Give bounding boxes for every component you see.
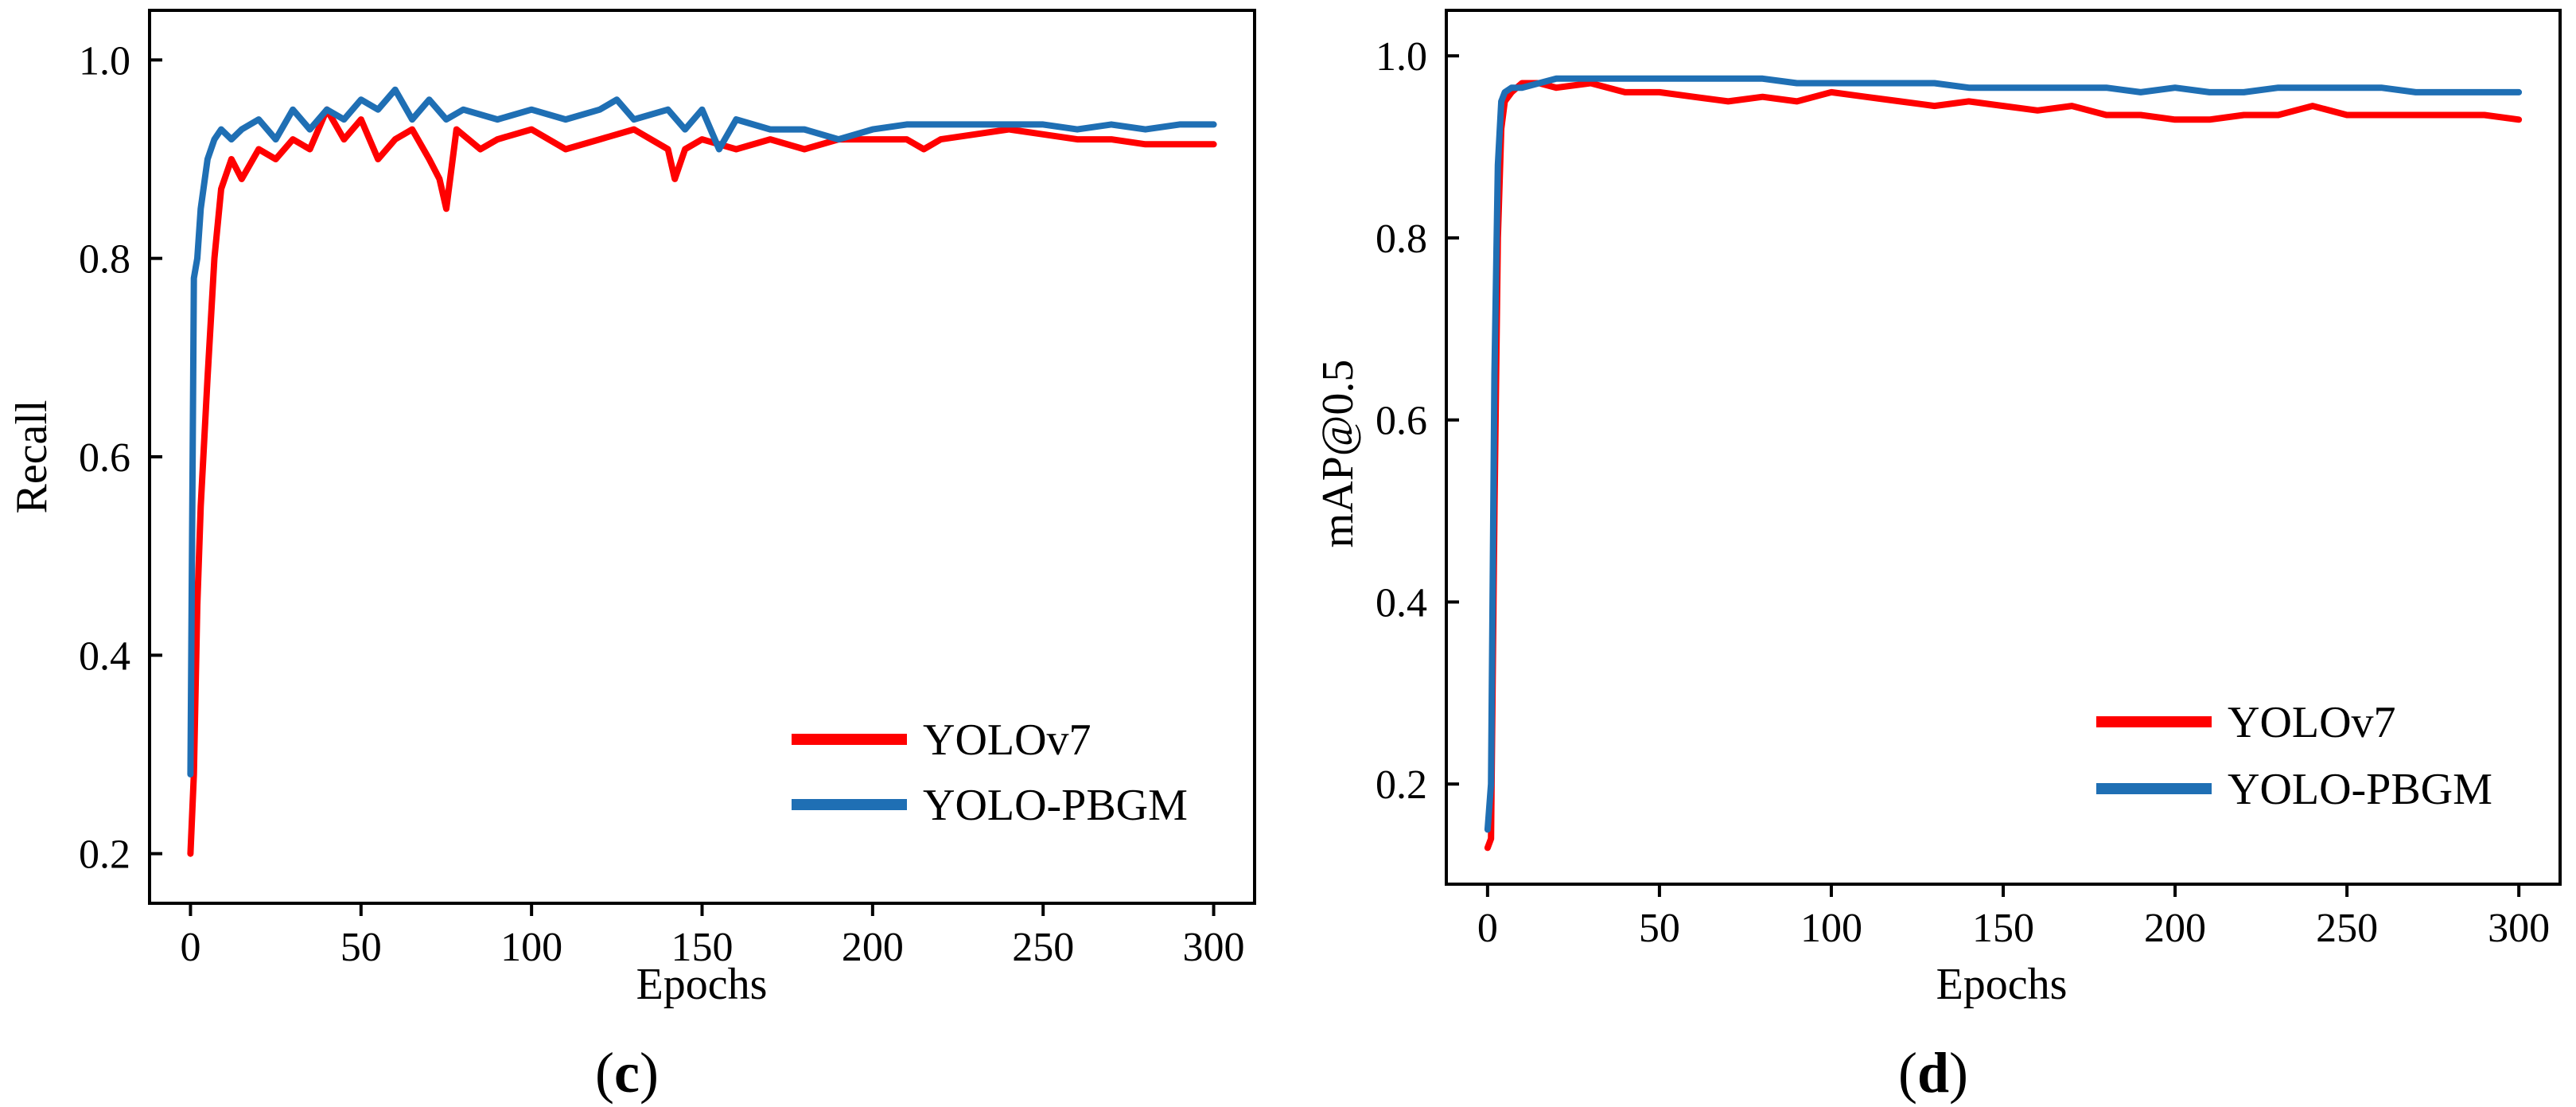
- y-tick-label: 1.0: [79, 38, 130, 84]
- plot-frame: [1445, 9, 2562, 886]
- x-tick-label: 100: [1800, 906, 1862, 951]
- series-line-yolov7: [187, 106, 1217, 857]
- panel-letter: d: [1917, 1041, 1949, 1105]
- y-axis-label: mAP@0.5: [1313, 360, 1363, 548]
- y-tick-label: 0.8: [79, 237, 130, 283]
- x-tick-label: 300: [1183, 925, 1245, 970]
- y-tick-label: 0.2: [79, 832, 130, 878]
- y-tick-label: 1.0: [1376, 34, 1427, 80]
- panel-d: 0 50 100 150 200 250 300 0.2 0.4 0.6 0.8 1.0 Epochs…: [1313, 9, 2562, 1105]
- x-axis-label: Epochs: [636, 960, 768, 1009]
- tick-group: 0 50 100 150 200 250 300 0.2 0.4 0.6 0.8 1.0: [1376, 34, 2550, 951]
- y-tick-label: 0.2: [1376, 762, 1427, 808]
- x-tick-label: 100: [500, 925, 562, 970]
- legend: YOLOv7 YOLO-PBGM: [2096, 698, 2492, 814]
- series-line-yolo-pbgm: [187, 86, 1217, 778]
- legend-label-yolov7: YOLOv7: [2228, 698, 2396, 747]
- x-tick-label: 0: [180, 925, 200, 970]
- y-tick-label: 0.4: [1376, 580, 1427, 626]
- x-tick-label: 50: [1639, 906, 1680, 951]
- y-tick-label: 0.8: [1376, 216, 1427, 262]
- x-tick-label: 200: [842, 925, 904, 970]
- x-axis-label: Epochs: [1936, 960, 2068, 1009]
- y-tick-label: 0.4: [79, 633, 130, 679]
- series-group: [187, 86, 1217, 857]
- x-tick-label: 250: [1012, 925, 1074, 970]
- y-axis-label: Recall: [7, 400, 56, 513]
- legend-label-yolo-pbgm: YOLO-PBGM: [2228, 765, 2492, 814]
- x-tick-label: 50: [340, 925, 382, 970]
- x-tick-label: 200: [2144, 906, 2206, 951]
- legend-label-yolov7: YOLOv7: [923, 715, 1091, 765]
- panel-label-c: (c): [595, 1041, 659, 1105]
- x-tick-label: 150: [1972, 906, 2034, 951]
- series-line-yolo-pbgm: [1484, 75, 2523, 833]
- legend-label-yolo-pbgm: YOLO-PBGM: [923, 781, 1188, 830]
- panel-letter: c: [614, 1041, 640, 1105]
- x-tick-label: 250: [2316, 906, 2378, 951]
- y-tick-label: 0.6: [79, 435, 130, 481]
- legend: YOLOv7 YOLO-PBGM: [792, 715, 1188, 830]
- panel-c: 0 50 100 150 200 250 300 0.2 0.4 0.6 0.8 1.0 Epochs…: [7, 9, 1256, 1105]
- x-tick-label: 300: [2488, 906, 2550, 951]
- tick-group: 0 50 100 150 200 250 300 0.2 0.4 0.6 0.8 1.0: [79, 38, 1245, 970]
- series-group: [1484, 75, 2523, 852]
- x-tick-label: 0: [1477, 906, 1498, 951]
- panel-label-d: (d): [1898, 1041, 1968, 1105]
- x-tick-label: 150: [671, 925, 733, 970]
- y-tick-label: 0.6: [1376, 399, 1427, 444]
